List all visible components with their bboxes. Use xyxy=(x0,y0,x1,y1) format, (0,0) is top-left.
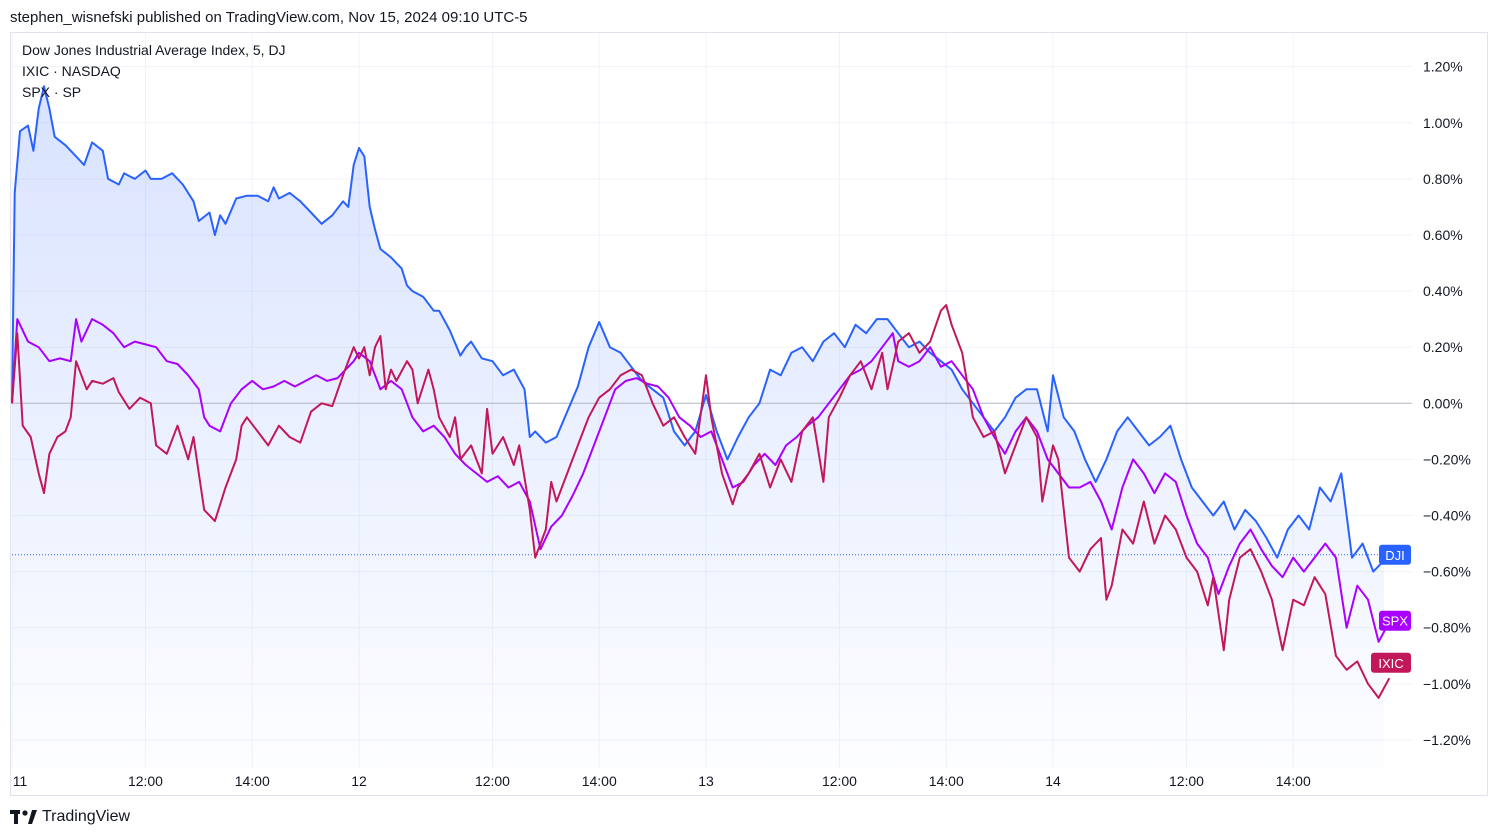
x-axis: 11 12:00 14:00 12 12:00 14:00 13 12:00 14:00 14 12… xyxy=(13,773,1311,789)
y-tick-label: −0.80% xyxy=(1423,620,1471,636)
y-tick-label: −1.20% xyxy=(1423,732,1471,748)
y-tick-label: 0.20% xyxy=(1423,339,1463,355)
legend-ixic[interactable]: IXIC · NASDAQ xyxy=(22,63,121,79)
x-tick-label: 11 xyxy=(13,773,28,789)
tradingview-brand[interactable]: TradingView xyxy=(10,808,130,826)
y-tick-label: −1.00% xyxy=(1423,676,1471,692)
x-tick-label: 12:00 xyxy=(822,773,857,789)
series-lines xyxy=(11,85,1391,699)
x-tick-label: 12:00 xyxy=(128,773,163,789)
y-tick-label: 1.00% xyxy=(1423,115,1463,131)
y-tick-label: −0.20% xyxy=(1423,451,1471,467)
y-tick-label: 0.00% xyxy=(1423,395,1463,411)
dji-badge: DJI xyxy=(1379,544,1411,565)
dji-line xyxy=(11,85,1385,573)
x-tick-label: 14:00 xyxy=(1276,773,1311,789)
y-tick-label: 0.60% xyxy=(1423,227,1463,243)
publisher-line: stephen_wisnefski published on TradingVi… xyxy=(10,9,528,26)
y-tick-label: −0.40% xyxy=(1423,508,1471,524)
chart-frame[interactable] xyxy=(10,32,1488,796)
y-axis: 1.20% 1.00% 0.80% 0.60% 0.40% 0.20% 0.00% −0.20… xyxy=(1423,59,1471,748)
x-tick-label: 12:00 xyxy=(475,773,510,789)
brand-name: TradingView xyxy=(42,808,131,825)
x-tick-label: 14:00 xyxy=(582,773,617,789)
x-tick-label: 12 xyxy=(351,773,367,789)
legend-dji[interactable]: Dow Jones Industrial Average Index, 5, D… xyxy=(22,42,286,58)
y-tick-label: −0.60% xyxy=(1423,564,1471,580)
y-tick-label: 0.80% xyxy=(1423,171,1463,187)
series-badges: DJI IXIC SPX xyxy=(1371,544,1411,673)
y-tick-label: 1.20% xyxy=(1423,59,1463,75)
x-tick-label: 12:00 xyxy=(1169,773,1204,789)
x-tick-label: 14 xyxy=(1045,773,1061,789)
ixic-badge: IXIC xyxy=(1371,652,1411,673)
x-tick-label: 14:00 xyxy=(929,773,964,789)
dji-badge-text: DJI xyxy=(1385,548,1405,563)
legend-spx[interactable]: SPX · SP xyxy=(22,84,82,100)
ixic-line xyxy=(11,304,1391,699)
spx-line xyxy=(11,318,1391,643)
x-tick-label: 14:00 xyxy=(235,773,270,789)
spx-badge: SPX xyxy=(1379,610,1411,631)
ixic-badge-text: IXIC xyxy=(1378,656,1403,671)
y-tick-label: 0.40% xyxy=(1423,283,1463,299)
tradingview-logo-icon xyxy=(10,810,37,824)
spx-badge-text: SPX xyxy=(1382,614,1408,629)
x-tick-label: 13 xyxy=(698,773,714,789)
